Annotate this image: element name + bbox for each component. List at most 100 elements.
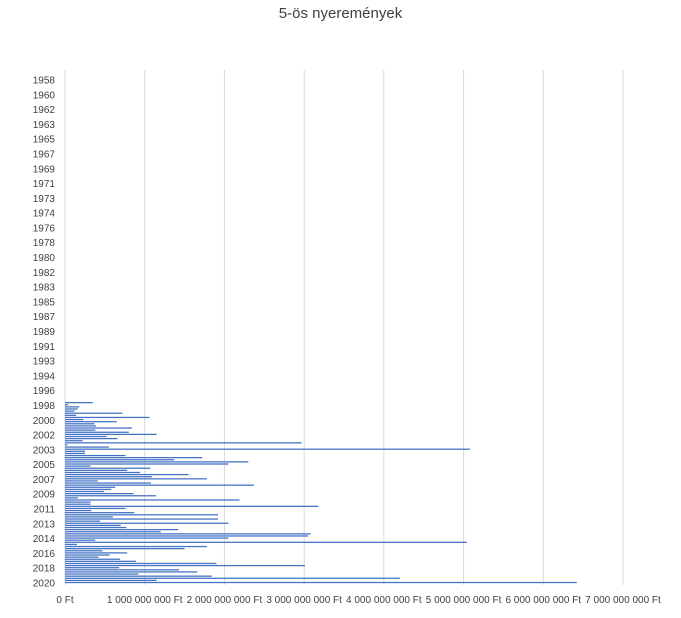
y-tick-label: 1967 xyxy=(33,149,56,160)
bar xyxy=(65,564,305,567)
bar xyxy=(65,499,240,501)
gridlines xyxy=(64,70,624,585)
y-tick-label: 1960 xyxy=(33,90,56,101)
y-tick-label: 2009 xyxy=(33,490,56,501)
x-tick-label: 4 000 000 000 Ft xyxy=(346,595,422,606)
x-tick-label: 0 Ft xyxy=(56,595,73,606)
bar xyxy=(65,573,139,575)
x-tick-label: 1 000 000 000 Ft xyxy=(107,595,183,606)
bar xyxy=(65,509,92,512)
bar xyxy=(65,537,229,539)
bar xyxy=(65,518,219,520)
bar xyxy=(65,435,107,438)
bar xyxy=(65,408,78,410)
y-tick-label: 1962 xyxy=(33,105,56,116)
y-tick-label: 1991 xyxy=(33,342,56,353)
bar xyxy=(65,410,75,412)
bar xyxy=(65,429,96,431)
bar xyxy=(65,425,97,427)
bar xyxy=(65,414,77,416)
y-tick-label: 2014 xyxy=(33,534,56,545)
bar xyxy=(65,416,150,419)
y-tick-label: 2020 xyxy=(33,579,56,590)
bar xyxy=(65,501,91,503)
bar xyxy=(65,433,157,436)
bar xyxy=(65,507,126,510)
bar xyxy=(65,571,198,573)
bar xyxy=(65,505,319,507)
bar xyxy=(65,554,110,556)
y-tick-label: 2002 xyxy=(33,431,56,442)
y-tick-label: 2013 xyxy=(33,519,56,530)
bar xyxy=(65,497,78,499)
bar xyxy=(65,448,470,450)
y-tick-label: 1985 xyxy=(33,297,56,308)
y-tick-label: 1971 xyxy=(33,179,56,190)
y-tick-label: 1983 xyxy=(33,283,56,294)
bar xyxy=(65,457,203,459)
y-tick-label: 1980 xyxy=(33,253,56,264)
bar xyxy=(65,459,175,461)
bar xyxy=(65,404,69,406)
bar xyxy=(65,454,126,457)
bars xyxy=(65,402,577,584)
bar xyxy=(65,442,302,444)
bar xyxy=(65,548,185,550)
bar xyxy=(65,552,128,554)
y-tick-label: 2007 xyxy=(33,475,56,486)
bar xyxy=(65,558,120,560)
bar xyxy=(65,418,84,421)
bar xyxy=(65,444,68,446)
y-tick-label: 2018 xyxy=(33,564,56,575)
bar xyxy=(65,450,85,452)
bar xyxy=(65,421,117,423)
bar xyxy=(65,512,135,514)
bar xyxy=(65,556,99,558)
bar xyxy=(65,406,80,408)
y-tick-label: 1973 xyxy=(33,194,56,205)
bar xyxy=(65,423,95,425)
bar xyxy=(65,514,219,516)
y-tick-label: 1996 xyxy=(33,386,56,397)
bar xyxy=(65,522,229,524)
y-tick-label: 1969 xyxy=(33,164,56,175)
bar xyxy=(65,543,77,546)
x-tick-label: 7 000 000 000 Ft xyxy=(585,595,661,606)
bar xyxy=(65,463,229,465)
y-tick-label: 2000 xyxy=(33,416,56,427)
bar xyxy=(65,486,116,488)
bar xyxy=(65,431,129,433)
bar xyxy=(65,524,121,527)
x-tick-label: 5 000 000 000 Ft xyxy=(426,595,502,606)
bar xyxy=(65,541,467,543)
x-tick-label: 6 000 000 000 Ft xyxy=(505,595,581,606)
bar xyxy=(65,446,109,448)
y-tick-label: 1978 xyxy=(33,238,56,249)
y-tick-label: 1993 xyxy=(33,357,56,368)
y-tick-label: 1994 xyxy=(33,371,56,382)
y-tick-label: 1998 xyxy=(33,401,56,412)
bar xyxy=(65,520,101,522)
bar xyxy=(65,575,212,577)
bar xyxy=(65,440,83,442)
y-tick-label: 2003 xyxy=(33,445,56,456)
bar xyxy=(65,437,118,440)
bar xyxy=(65,473,189,476)
bar xyxy=(65,490,105,493)
bar xyxy=(65,469,128,471)
bar xyxy=(65,560,136,562)
y-tick-label: 1989 xyxy=(33,327,56,338)
bar xyxy=(65,569,179,571)
chart-title: 5-ös nyeremények xyxy=(279,5,403,22)
bar xyxy=(65,427,132,429)
y-tick-label: 1974 xyxy=(33,209,56,220)
bar xyxy=(65,526,127,529)
bar xyxy=(65,550,103,552)
bar xyxy=(65,495,156,497)
bar xyxy=(65,562,217,565)
bar xyxy=(65,531,161,533)
bar xyxy=(65,567,120,569)
x-tick-label: 3 000 000 000 Ft xyxy=(266,595,342,606)
y-tick-label: 1958 xyxy=(33,76,56,87)
